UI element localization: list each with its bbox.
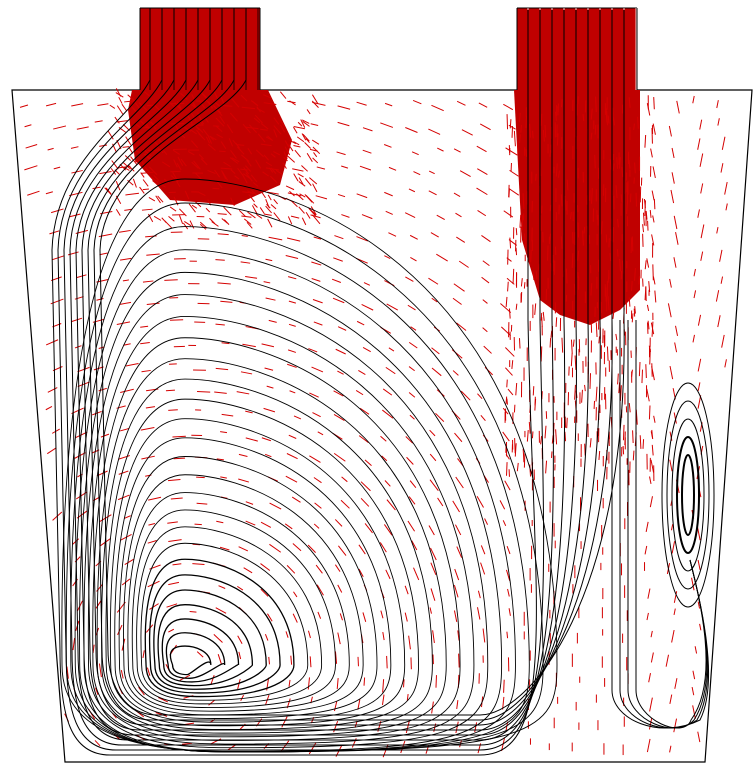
velocity-vector [170, 320, 183, 321]
velocity-vector [168, 410, 178, 411]
velocity-vector [536, 174, 537, 181]
velocity-vector [599, 336, 600, 343]
velocity-vector [567, 418, 568, 428]
velocity-vector [646, 364, 647, 378]
velocity-vector [617, 249, 618, 256]
velocity-vector [587, 195, 588, 204]
velocity-vector [649, 406, 650, 420]
velocity-vector [583, 114, 584, 121]
velocity-vector [632, 281, 633, 291]
velocity-vector [550, 338, 551, 348]
velocity-vector [364, 677, 365, 685]
velocity-vector [613, 108, 614, 121]
velocity-vector [590, 373, 591, 389]
velocity-vector [504, 680, 505, 693]
velocity-vector [513, 269, 514, 284]
velocity-vector [526, 116, 527, 128]
velocity-vector [639, 276, 640, 284]
velocity-vector [197, 391, 210, 392]
velocity-vector [507, 632, 508, 638]
velocity-vector [650, 349, 651, 365]
inlet-jet [140, 8, 260, 90]
velocity-vector [541, 114, 542, 126]
velocity-vector [190, 612, 197, 613]
velocity-vector [521, 125, 522, 133]
velocity-vector [567, 180, 568, 191]
velocity-vector [595, 155, 596, 168]
velocity-vector [166, 390, 175, 391]
velocity-vector [635, 163, 636, 174]
velocity-vector [565, 432, 566, 441]
velocity-vector [237, 145, 244, 146]
velocity-vector [507, 462, 508, 476]
velocity-vector [459, 654, 460, 668]
velocity-vector [572, 253, 573, 268]
velocity-vector [507, 399, 508, 405]
velocity-vector [545, 125, 546, 137]
velocity-vector [196, 477, 205, 478]
velocity-vector [618, 374, 619, 385]
velocity-vector [541, 206, 542, 214]
velocity-vector [596, 97, 597, 112]
velocity-vector [507, 380, 508, 388]
velocity-vector [631, 237, 632, 253]
velocity-vector [607, 347, 608, 361]
velocity-vector [550, 205, 551, 211]
page: (() => { const svg = document.getElement… [0, 0, 754, 765]
velocity-vector [654, 199, 655, 209]
velocity-vector [557, 133, 558, 145]
velocity-vector [629, 297, 630, 306]
flow-field [0, 0, 754, 765]
velocity-vector [623, 425, 624, 440]
velocity-vector [654, 97, 655, 109]
velocity-vector [524, 282, 525, 288]
velocity-vector [218, 214, 227, 215]
velocity-vector [536, 271, 537, 279]
velocity-vector [550, 150, 551, 157]
velocity-vector [541, 346, 542, 361]
velocity-vector [526, 149, 527, 157]
inlet-jet [517, 8, 637, 90]
velocity-vector [519, 338, 520, 348]
velocity-vector [387, 656, 388, 668]
velocity-vector [556, 317, 557, 327]
velocity-vector [436, 675, 437, 688]
velocity-vector [643, 439, 644, 449]
velocity-vector [174, 458, 185, 459]
velocity-vector [510, 119, 511, 128]
velocity-vector [642, 370, 643, 383]
velocity-vector [533, 386, 534, 395]
velocity-vector [508, 282, 509, 292]
velocity-vector [633, 430, 634, 443]
velocity-vector [533, 131, 534, 139]
velocity-vector [566, 269, 567, 284]
velocity-vector [516, 304, 517, 310]
velocity-vector [515, 438, 516, 453]
velocity-vector [510, 238, 511, 249]
velocity-vector [215, 260, 224, 261]
velocity-vector [561, 99, 562, 107]
velocity-vector [509, 308, 510, 318]
velocity-vector [633, 451, 634, 461]
velocity-vector [639, 362, 640, 376]
velocity-vector [516, 228, 517, 235]
velocity-vector [595, 125, 596, 135]
velocity-vector [143, 189, 149, 190]
